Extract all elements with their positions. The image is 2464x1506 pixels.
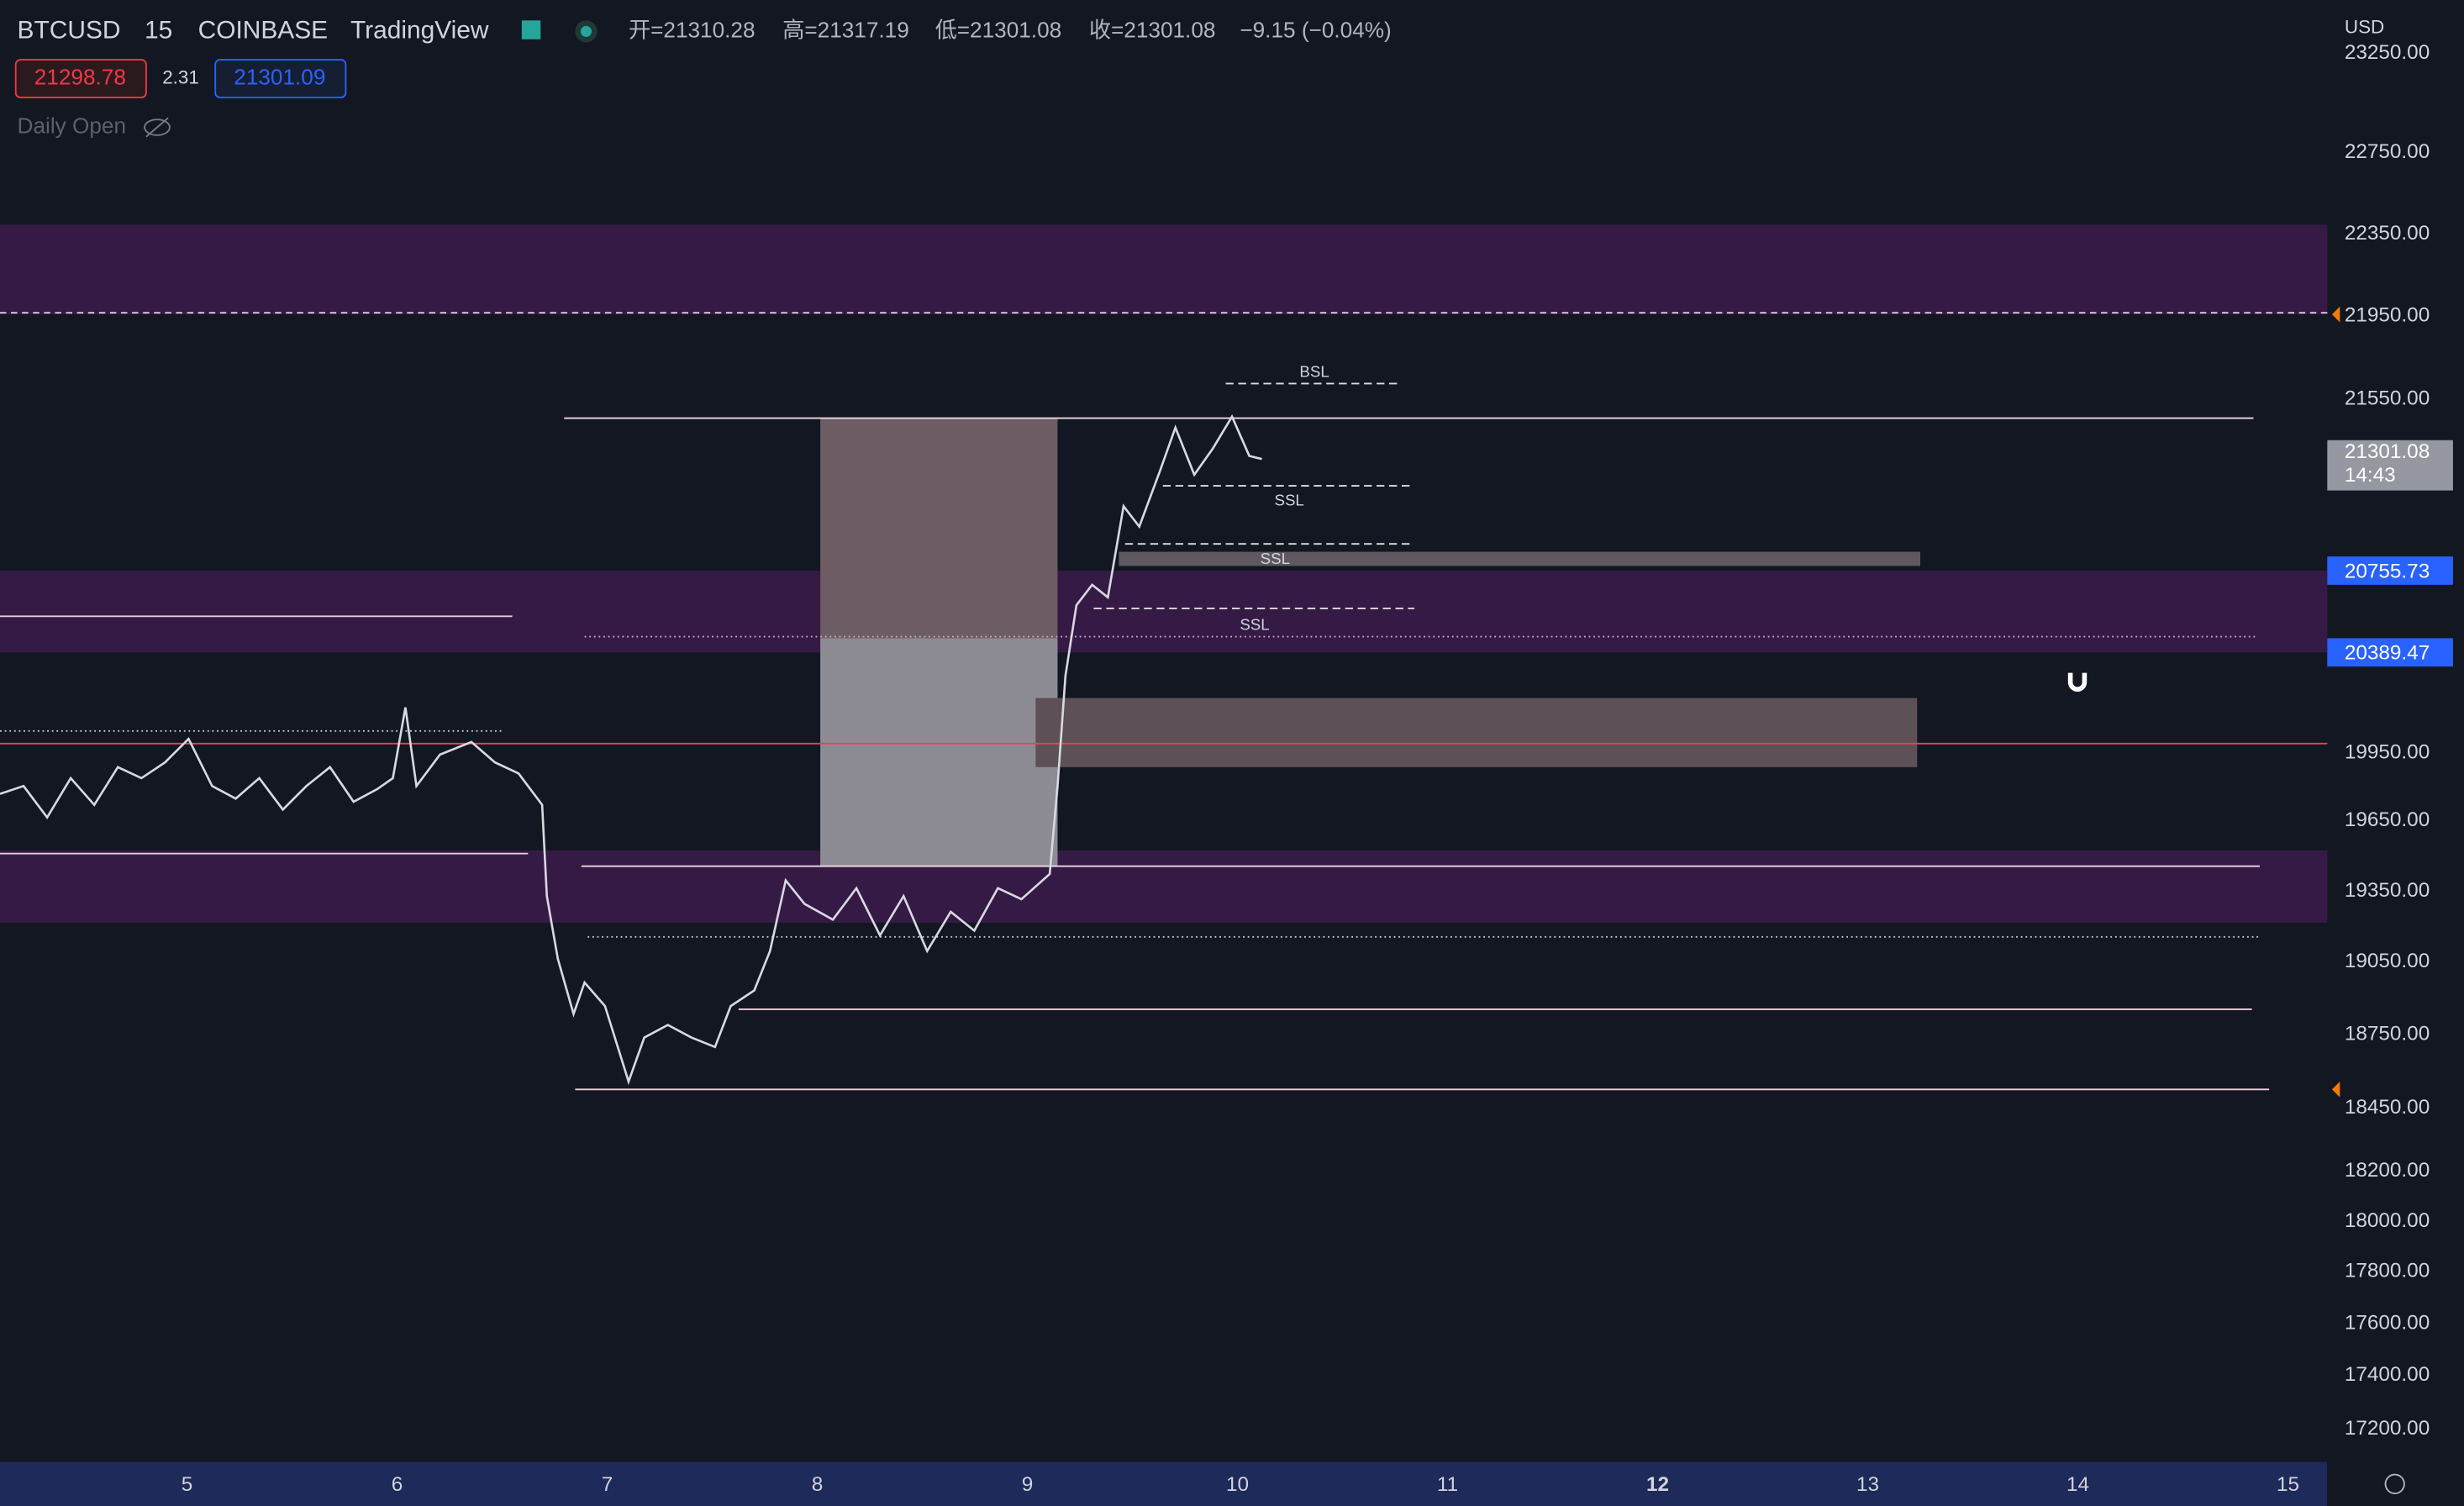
magnet-icon[interactable]: [2067, 672, 2088, 692]
price-label: 21950.00: [2345, 303, 2430, 326]
price-label: 17200.00: [2345, 1417, 2430, 1440]
hide-icon-slash: [145, 117, 169, 138]
ssl-label: SSL: [1261, 550, 1290, 567]
time-label: 9: [1022, 1473, 1034, 1496]
symbol[interactable]: BTCUSD: [18, 16, 121, 44]
buy-button[interactable]: [214, 59, 347, 98]
ohlc-high: 高=21317.19: [782, 17, 909, 42]
price-label: 18000.00: [2345, 1209, 2430, 1232]
sell-price[interactable]: 21298.78: [34, 64, 126, 89]
currency[interactable]: USD: [2345, 17, 2384, 38]
price-label: 18450.00: [2345, 1096, 2430, 1119]
ohlc-open: 开=21310.28: [629, 17, 756, 42]
time-label: 7: [602, 1473, 613, 1496]
countdown: 14:43: [2345, 464, 2396, 487]
axis-corner: [2327, 1461, 2464, 1506]
time-label: 10: [1226, 1473, 1249, 1496]
time-axis: [0, 1461, 2328, 1506]
levels: [0, 312, 2328, 1091]
price-label: 19950.00: [2345, 740, 2430, 763]
last-price: 21301.08: [2345, 440, 2430, 463]
zone: [0, 224, 2328, 315]
sell-button[interactable]: [14, 59, 147, 98]
flag-icon[interactable]: [521, 20, 541, 39]
box: [820, 638, 1058, 866]
price-label: 23250.00: [2345, 41, 2430, 64]
marker-label: 20755.73: [2345, 560, 2430, 582]
box: [1035, 698, 1918, 767]
ohlc-change: −9.15 (−0.04%): [1240, 17, 1391, 42]
indicator-name[interactable]: Daily Open: [18, 113, 126, 138]
zone: [0, 850, 2328, 924]
time-label: 13: [1856, 1473, 1879, 1496]
buy-price[interactable]: 21301.09: [234, 64, 325, 89]
marker-box: [2327, 638, 2453, 667]
time-label: 11: [1437, 1473, 1458, 1496]
time-label: 12: [1646, 1473, 1669, 1496]
price-label: 18750.00: [2345, 1022, 2430, 1045]
spread: 2.31: [162, 66, 199, 87]
last-price-box: [2327, 440, 2453, 491]
hide-icon[interactable]: [144, 118, 171, 136]
ssl-label: SSL: [1274, 492, 1303, 509]
ohlc-close: 收=21301.08: [1089, 17, 1216, 42]
zone: [0, 571, 2328, 653]
alert-marker: [2331, 1081, 2340, 1098]
ssl-label: SSL: [1240, 615, 1269, 633]
bsl-label: BSL: [1299, 362, 1329, 380]
source: TradingView: [350, 16, 489, 44]
price-label: 22350.00: [2345, 222, 2430, 245]
time-label: 8: [812, 1473, 824, 1496]
price-label: 17800.00: [2345, 1260, 2430, 1282]
price-label: 17600.00: [2345, 1311, 2430, 1334]
time-label: 14: [2066, 1473, 2089, 1496]
price-label: 18200.00: [2345, 1159, 2430, 1182]
ohlc-low: 低=21301.08: [935, 17, 1062, 42]
price-label: 21550.00: [2345, 387, 2430, 410]
price-label: 17400.00: [2345, 1363, 2430, 1386]
exchange: COINBASE: [198, 16, 329, 44]
time-label: 15: [2277, 1473, 2299, 1496]
marker-box: [2327, 556, 2453, 585]
time-label: 6: [392, 1473, 403, 1496]
box: [820, 418, 1058, 639]
price-label: 19350.00: [2345, 879, 2430, 902]
box: [1119, 551, 1921, 566]
marker-label: 20389.47: [2345, 642, 2430, 665]
price-label: 19650.00: [2345, 808, 2430, 831]
status-dot: [580, 25, 592, 37]
interval[interactable]: 15: [145, 16, 172, 44]
settings-icon[interactable]: [2384, 1473, 2405, 1494]
price-trace: [0, 413, 1262, 1086]
alert-marker: [2331, 306, 2340, 323]
price-label: 22750.00: [2345, 140, 2430, 163]
price-label: 19050.00: [2345, 950, 2430, 972]
time-label: 5: [182, 1473, 193, 1496]
